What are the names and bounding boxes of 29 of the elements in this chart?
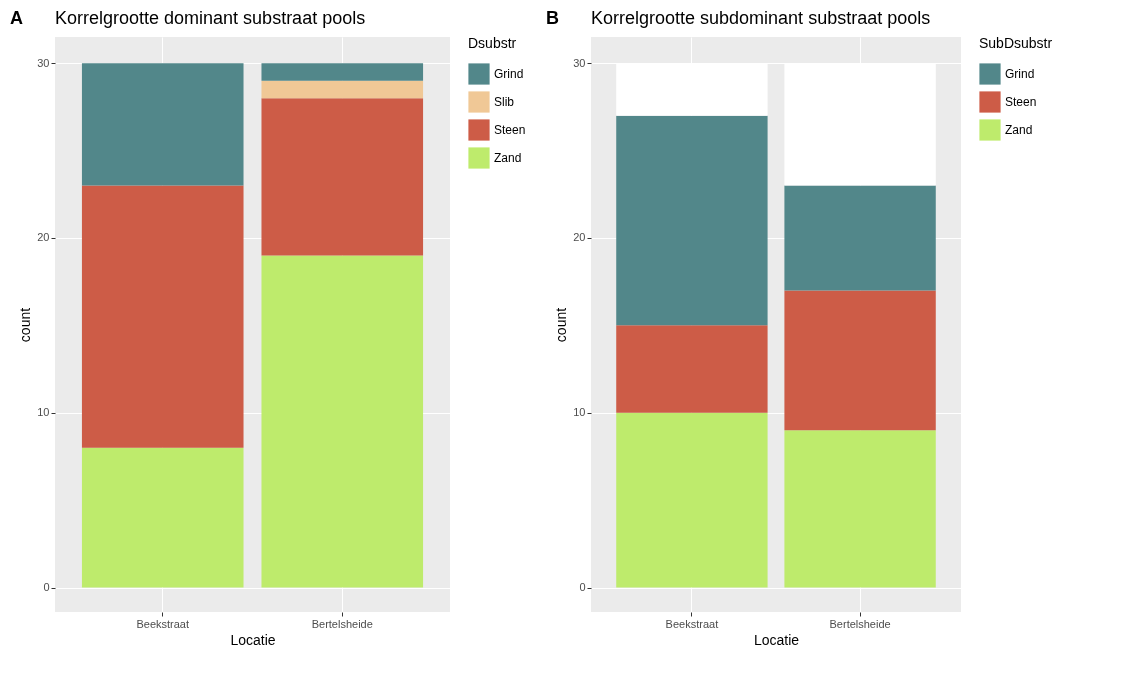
legend-label: Grind	[1005, 67, 1035, 81]
legend-label: Steen	[494, 123, 526, 137]
y-axis-title: count	[17, 307, 34, 343]
x-tick-label: Beekstraat	[665, 617, 719, 630]
legend-title: SubDsubstr	[979, 35, 1053, 51]
text: B	[546, 8, 559, 28]
y-tick-label: 10	[573, 406, 586, 419]
chart-title: Korrelgrootte subdominant substraat pools	[591, 8, 931, 28]
y-tick-label: 0	[579, 581, 586, 594]
y-tick-label: 30	[573, 56, 586, 69]
y-tick-label: 20	[37, 231, 50, 244]
legend-title: Dsubstr	[468, 35, 517, 51]
legend-label: Grind	[494, 67, 524, 81]
x-tick-label: Beekstraat	[136, 617, 190, 630]
x-tick-label: Bertelsheide	[311, 617, 373, 630]
y-axis-title: count	[553, 307, 570, 343]
y-tick-label: 30	[37, 56, 50, 69]
text: A	[10, 8, 23, 28]
y-tick-label: 20	[573, 231, 586, 244]
legend-label: Steen	[1005, 95, 1037, 109]
y-tick-label: 10	[37, 406, 50, 419]
y-tick-label: 0	[43, 581, 50, 594]
legend-label: Slib	[494, 95, 515, 109]
x-axis-title: Locatie	[753, 631, 800, 648]
legend-label: Zand	[1005, 123, 1033, 137]
x-axis-title: Locatie	[230, 631, 276, 648]
x-tick-label: Bertelsheide	[829, 617, 891, 630]
legend-label: Zand	[494, 151, 522, 165]
chart-title: Korrelgrootte dominant substraat pools	[55, 8, 366, 28]
